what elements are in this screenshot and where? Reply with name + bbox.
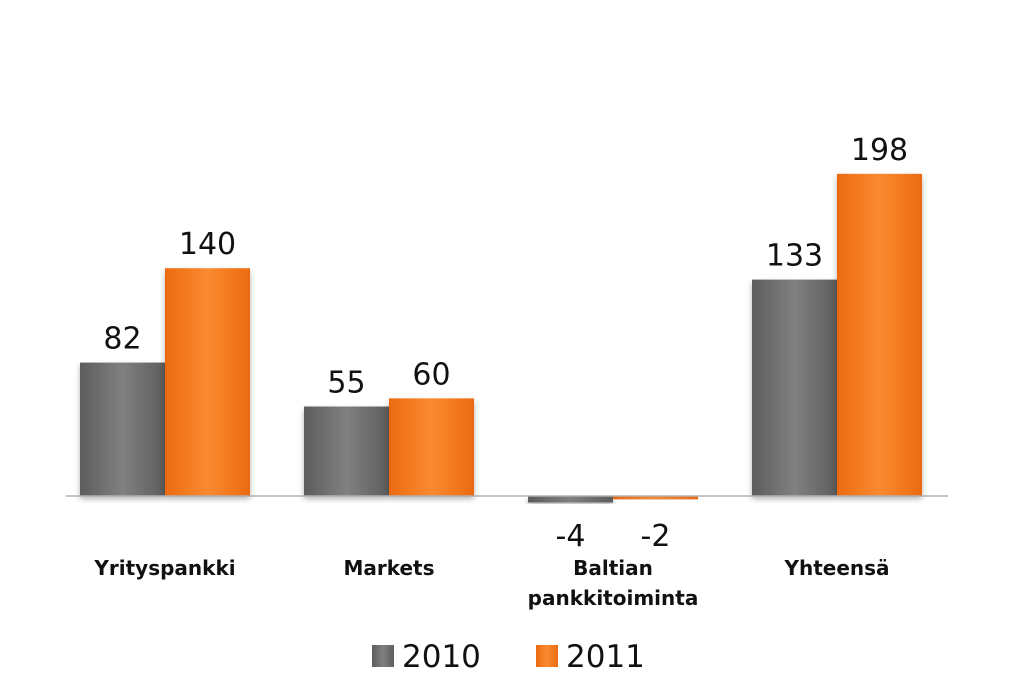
value-label-2010-3: 133 [766, 239, 823, 274]
legend-swatch-2011 [536, 645, 558, 667]
category-label-2-line-1: pankkitoiminta [528, 586, 699, 610]
legend: 2010 2011 [372, 639, 645, 675]
value-label-2011-3: 198 [851, 133, 908, 168]
value-label-2011-1: 60 [412, 357, 450, 392]
value-label-2011-0: 140 [179, 227, 236, 262]
bar-2011-2 [613, 496, 698, 500]
category-label-3: Yhteensä [783, 556, 889, 580]
bar-2011-1 [389, 398, 474, 496]
bar-2010-3 [752, 279, 837, 496]
legend-swatch-2010 [372, 645, 394, 667]
bars-group [80, 173, 922, 503]
bar-2011-3 [837, 173, 922, 496]
category-label-2-line-0: Baltian [573, 556, 653, 580]
legend-label-2011: 2011 [566, 639, 645, 675]
bar-2010-0 [80, 362, 165, 496]
legend-label-2010: 2010 [402, 639, 481, 675]
value-label-2010-0: 82 [103, 322, 141, 357]
value-label-2011-2: -2 [641, 519, 671, 554]
category-label-1: Markets [343, 556, 434, 580]
category-label-0: Yrityspankki [93, 556, 235, 580]
bar-2010-2 [528, 496, 613, 503]
bar-2010-1 [304, 406, 389, 496]
bar-2011-0 [165, 268, 250, 496]
labels-group: 82 55 -4 133 140 60 -2 198 Yrityspankki Markets Ba… [93, 133, 908, 610]
value-label-2010-2: -4 [556, 519, 586, 554]
value-label-2010-1: 55 [327, 366, 365, 401]
